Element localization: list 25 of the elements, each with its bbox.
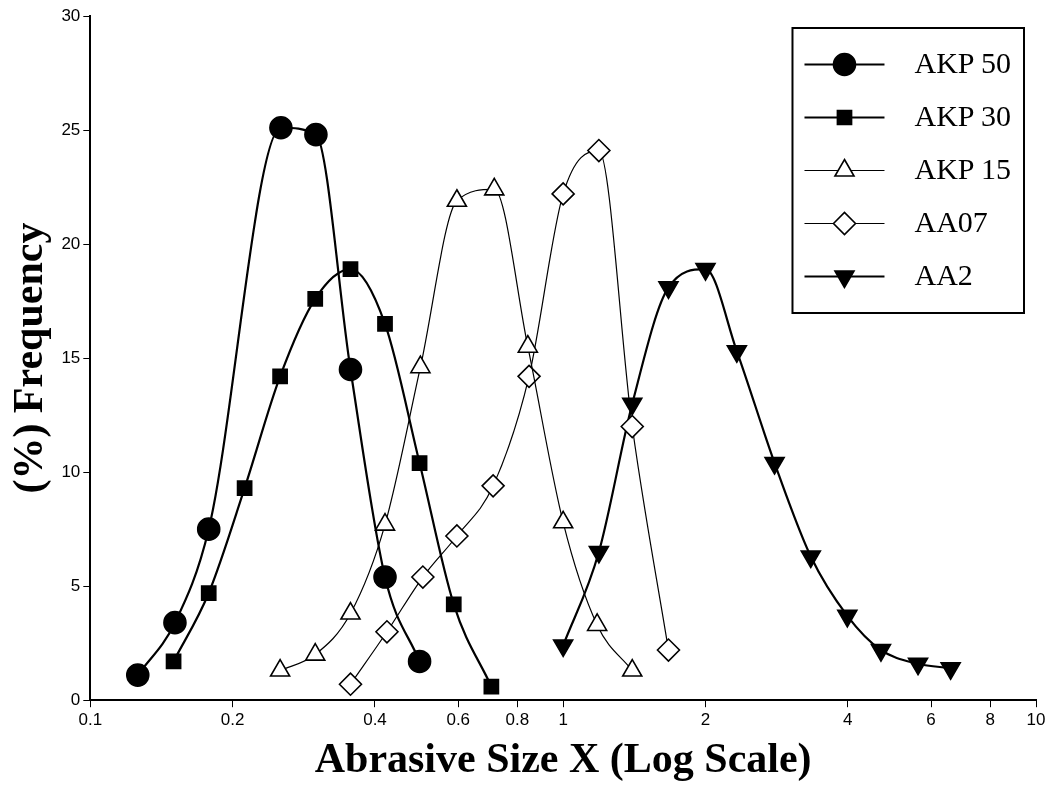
legend-label: AKP 30 xyxy=(914,99,1011,133)
x-tick-label: 8 xyxy=(985,710,995,730)
x-tick-label: 0.8 xyxy=(505,710,530,730)
x-axis-title: Abrasive Size X (Log Scale) xyxy=(314,734,812,782)
x-tick-label: 4 xyxy=(843,710,853,730)
x-tick-label: 1 xyxy=(558,710,568,730)
y-tick-label: 10 xyxy=(61,461,81,481)
y-tick-label: 20 xyxy=(61,233,81,253)
legend-label: AA07 xyxy=(914,205,988,239)
legend-label: AKP 50 xyxy=(914,46,1011,80)
x-tick-label: 2 xyxy=(700,710,711,730)
y-tick-label: 30 xyxy=(61,5,81,25)
y-axis-title: (%) Frequency xyxy=(5,222,53,494)
y-tick-label: 5 xyxy=(70,575,81,595)
y-tick-label: 25 xyxy=(61,119,81,139)
x-tick-label: 0.6 xyxy=(446,710,471,730)
x-tick-label: 0.4 xyxy=(363,710,387,730)
x-tick-label: 10 xyxy=(1026,710,1046,730)
x-tick-label: 0.1 xyxy=(78,710,103,730)
legend-label: AA2 xyxy=(914,258,973,292)
y-tick-label: 15 xyxy=(61,347,81,367)
legend-label: AKP 15 xyxy=(914,152,1011,186)
x-tick-label: 6 xyxy=(926,710,936,730)
x-tick-label: 0.2 xyxy=(220,710,245,730)
y-tick-label: 0 xyxy=(70,689,81,709)
